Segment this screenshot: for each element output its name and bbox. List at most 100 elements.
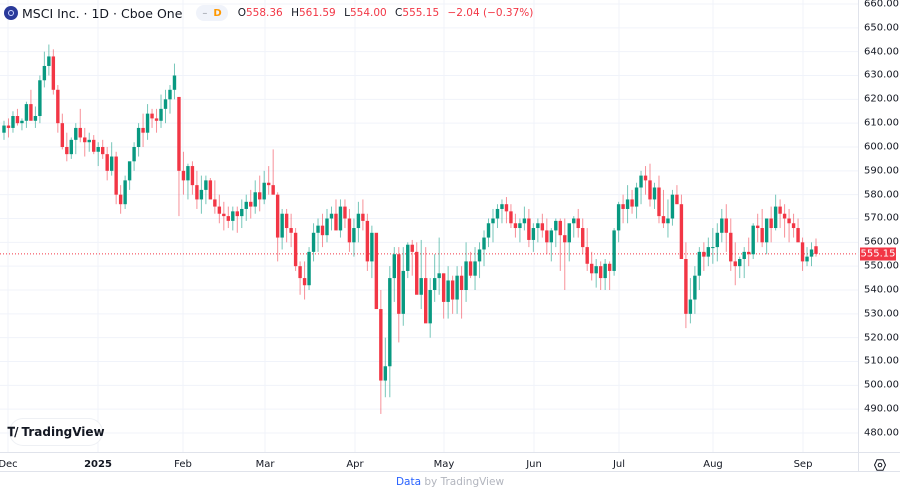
time-tick-label: May [433,459,455,470]
candle [432,254,437,302]
low-value: 554.00 [349,7,387,19]
candle [406,242,410,279]
candle [127,161,132,190]
candle [441,273,446,319]
market-status-pill[interactable]: – D [196,5,228,21]
candle [634,182,639,219]
candle [459,266,464,319]
candle [513,213,518,238]
candle [154,108,159,133]
candle [311,223,316,262]
candle [195,170,199,209]
candle [612,228,616,276]
candle [594,259,598,288]
tradingview-logo[interactable]: 𝐓/ TradingView [7,419,105,445]
candle [118,185,123,214]
candle [630,189,634,214]
candle [392,247,396,302]
time-tick-label: 2025 [84,459,112,470]
candle [769,206,773,243]
candle [805,247,809,267]
price-tick-label: 660.00 [864,0,899,10]
change-value: −2.04 (−0.37%) [447,7,534,19]
price-tick-label: 550.00 [864,260,899,272]
candle [284,208,289,243]
candle [477,242,482,279]
candle [711,228,715,264]
candle [190,161,195,195]
candle [755,213,760,243]
dash-icon: – [202,7,208,19]
candle [410,239,414,276]
tradingview-brand: TradingView [21,425,105,439]
candle [589,251,594,281]
candle [320,213,325,248]
candle [500,199,504,224]
candle [352,218,356,257]
candle [697,247,702,290]
candle [172,63,177,100]
candle [145,104,150,140]
candle [181,151,186,195]
price-tick-label: 640.00 [864,46,899,58]
chart-area[interactable] [0,0,900,472]
candle [329,206,334,231]
candle [293,228,298,271]
candle [105,146,109,181]
candle [361,199,365,231]
candle [446,266,450,319]
candle [706,237,711,267]
candle [374,232,379,310]
time-tick-label: Feb [174,459,192,470]
price-tick-label: 540.00 [864,284,899,296]
candle [271,149,275,195]
candle [370,225,374,279]
candle [365,213,370,271]
candle [814,238,818,257]
last-price-tag: 555.15 [860,247,896,261]
candle [419,239,423,310]
data-link[interactable]: Data [395,476,422,488]
candle [486,218,491,248]
candle [509,204,513,229]
candle [114,151,118,205]
price-tick-label: 650.00 [864,22,899,34]
candle [437,237,441,295]
candle [652,182,657,209]
candle [693,266,697,314]
candle [231,206,235,231]
candle [625,185,630,224]
candle [177,96,181,217]
candle [773,194,778,231]
candle [15,108,20,126]
price-tick-label: 610.00 [864,117,899,129]
candle [78,108,82,143]
candle [809,242,814,267]
candle [42,51,47,88]
candlestick-chart[interactable] [0,0,900,472]
candle [222,201,226,231]
candle [567,223,571,262]
candle [504,197,509,224]
candle [208,177,213,200]
candle [720,208,724,243]
symbol-legend: MSCI Inc. · 1D · Cboe One – D O558.36 H5… [4,4,533,22]
candle [536,218,540,243]
candle [675,185,679,205]
settings-icon[interactable] [874,459,886,471]
time-tick-label: Sep [793,459,813,470]
candle [482,230,486,267]
candle [356,201,361,243]
low-label: L [344,7,350,19]
candle [563,218,567,290]
symbol-title[interactable]: MSCI Inc. · 1D · Cboe One [22,5,183,21]
price-tick-label: 490.00 [864,403,899,415]
candle [280,208,284,250]
high-value: 561.59 [299,7,336,19]
candle [325,208,329,243]
candle [464,242,468,302]
candle [796,218,800,243]
price-tick-label: 580.00 [864,189,899,201]
candle [558,218,562,271]
candle [518,218,522,243]
